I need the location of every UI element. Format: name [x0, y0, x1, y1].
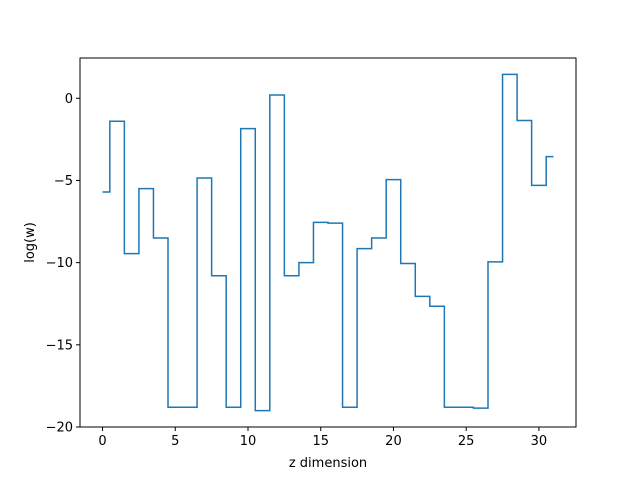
series-layer	[102, 73, 554, 412]
plot-frame	[79, 57, 577, 428]
y-tick-label: −15	[46, 338, 73, 353]
x-axis-label: z dimension	[289, 456, 367, 471]
x-tick-label: 15	[312, 434, 329, 449]
x-tick-label: 5	[171, 434, 179, 449]
y-axis-label: log(w)	[23, 222, 38, 263]
y-tick-label: −10	[46, 256, 73, 271]
y-tick-label: 0	[65, 92, 73, 107]
y-axis-ticks: −20 −15 −10 −5 0	[46, 92, 80, 436]
series-line	[102, 73, 554, 412]
y-tick-label: −20	[46, 421, 73, 436]
plot-area	[80, 58, 576, 427]
x-tick-label: 20	[385, 434, 402, 449]
y-tick-label: −5	[54, 174, 73, 189]
x-tick-label: 0	[98, 434, 106, 449]
x-tick-label: 25	[458, 434, 475, 449]
x-tick-label: 10	[240, 434, 257, 449]
x-tick-label: 30	[531, 434, 548, 449]
x-axis-ticks: 0 5 10 15 20 25 30	[98, 427, 547, 449]
